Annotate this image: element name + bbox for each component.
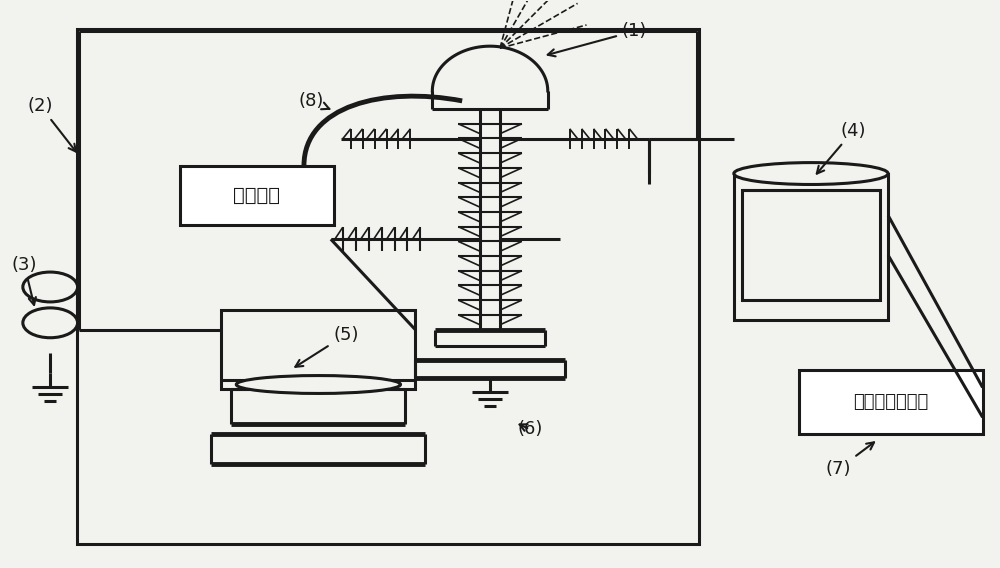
Ellipse shape [236,375,400,394]
Bar [742,190,880,300]
Text: (5): (5) [295,326,359,367]
Ellipse shape [734,162,888,185]
Text: (3): (3) [12,256,37,305]
Text: (1): (1) [548,22,647,56]
Text: (8): (8) [298,92,330,110]
Text: 盛水容器: 盛水容器 [233,186,280,205]
Bar [77,29,699,544]
Bar [799,370,983,435]
Text: (7): (7) [826,442,874,478]
Text: 光纤衰减监测仪: 光纤衰减监测仪 [853,393,928,411]
Bar [221,310,415,390]
Ellipse shape [23,308,78,338]
Bar [180,166,334,225]
Ellipse shape [23,272,78,302]
Text: (6): (6) [517,420,543,438]
Text: (4): (4) [817,122,866,174]
Bar [734,174,888,320]
Text: (2): (2) [28,97,76,152]
